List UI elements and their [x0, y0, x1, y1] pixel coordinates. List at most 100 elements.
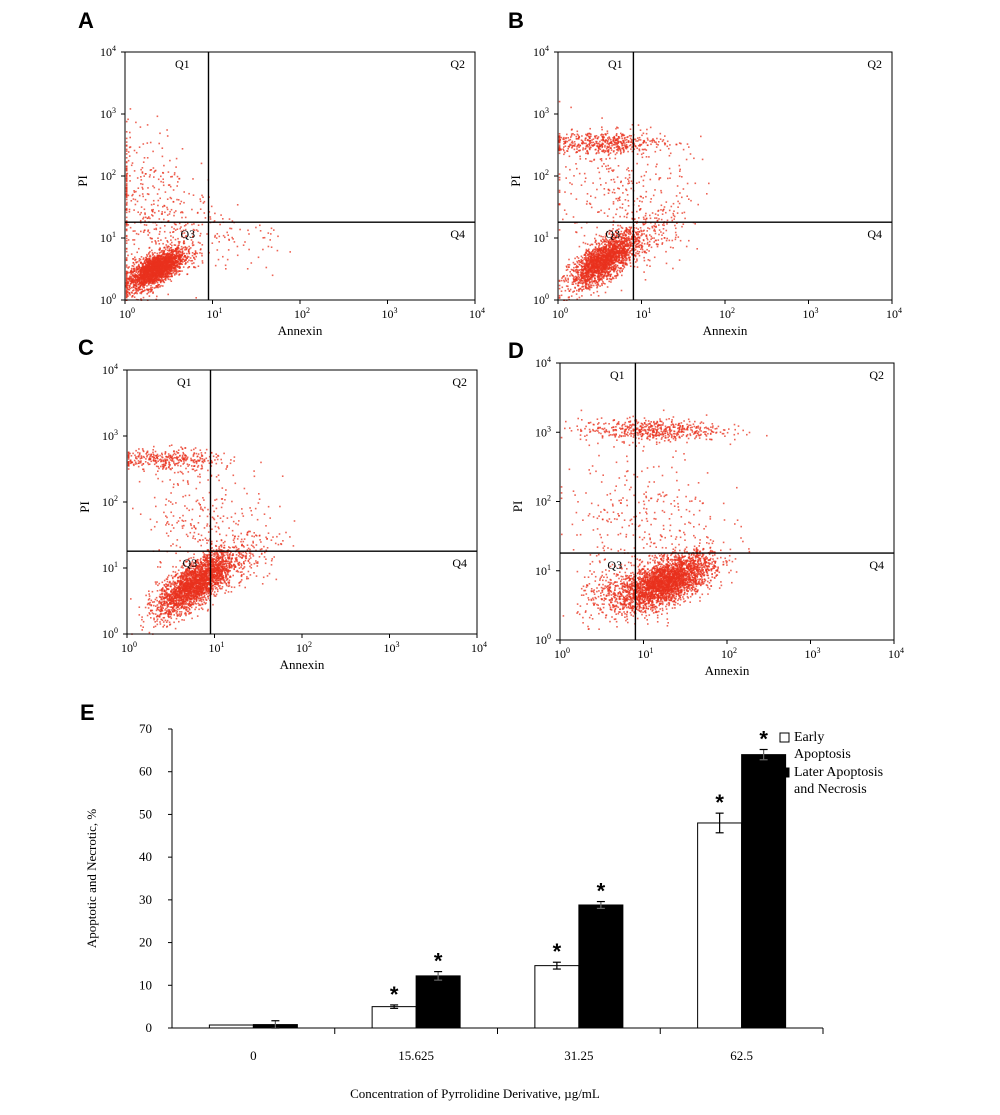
scatter-dot [167, 241, 169, 243]
scatter-dot [620, 233, 622, 235]
scatter-dot [616, 249, 618, 251]
scatter-dot [609, 275, 612, 277]
scatter-dot [149, 174, 151, 176]
scatter-dot [125, 157, 128, 159]
scatter-dot [607, 254, 610, 257]
scatter-dot [199, 235, 201, 237]
scatter-dot [159, 268, 161, 270]
scatter-dot [180, 254, 183, 257]
scatter-dot [167, 276, 169, 279]
scatter-dot [611, 246, 614, 248]
scatter-dot [161, 265, 163, 267]
scatter-dot [151, 258, 154, 261]
scatter-dot [146, 285, 148, 287]
scatter-dot [148, 176, 151, 178]
scatter-dot [170, 247, 172, 249]
scatter-dot [129, 287, 131, 290]
scatter-dot [590, 254, 593, 257]
scatter-dot [148, 261, 151, 263]
scatter-dot [159, 132, 161, 135]
scatter-dot [125, 223, 128, 226]
scatter-dot [614, 245, 616, 247]
scatter-dot [174, 223, 176, 226]
scatter-dot [591, 261, 594, 263]
scatter-dot [138, 265, 140, 268]
scatter-dot [140, 168, 142, 171]
scatter-dot [159, 256, 162, 259]
scatter-dot [566, 274, 568, 277]
scatter-dot [133, 276, 136, 278]
scatter-dot [602, 282, 605, 285]
scatter-dot [179, 241, 181, 243]
scatter-dot [607, 275, 609, 277]
scatter-dot [656, 245, 659, 248]
scatter-dot [186, 255, 189, 258]
scatter-dot [149, 250, 151, 253]
scatter-dot [155, 273, 158, 276]
scatter-dot [265, 266, 268, 269]
scatter-dot [593, 252, 596, 255]
scatter-dot [183, 232, 186, 234]
scatter-dot [162, 261, 164, 263]
scatter-dot [177, 258, 180, 260]
scatter-dot [233, 241, 236, 243]
scatter-dot [151, 263, 154, 265]
scatter-dot [600, 267, 603, 270]
scatter-dot [605, 255, 607, 257]
scatter-dot [194, 251, 197, 254]
scatter-dot [172, 266, 174, 268]
scatter-dot [139, 282, 142, 284]
scatter-dot [147, 230, 149, 233]
scatter-dot [161, 269, 164, 271]
scatter-dot [169, 185, 172, 188]
scatter-dot [156, 193, 159, 195]
scatter-dot [132, 265, 135, 268]
scatter-dot [133, 270, 136, 272]
scatter-dot [170, 249, 172, 252]
scatter-dot [594, 263, 597, 266]
scatter-dot [145, 280, 148, 282]
scatter-dot [610, 244, 613, 246]
scatter-dot [617, 247, 620, 249]
scatter-dot [173, 261, 175, 263]
scatter-dot [134, 280, 136, 283]
scatter-dot [151, 286, 154, 289]
scatter-dot [594, 241, 596, 243]
scatter-dot [146, 288, 148, 291]
scatter-dot [125, 237, 128, 240]
scatter-dot [613, 270, 615, 273]
scatter-dot [187, 266, 189, 269]
scatter-dot [170, 208, 173, 211]
scatter-dot [606, 267, 609, 270]
scatter-dot [125, 276, 128, 279]
scatter-dot [133, 239, 136, 241]
scatter-dot [587, 268, 590, 271]
scatter-dot [179, 251, 182, 254]
scatter-dot [581, 282, 584, 285]
scatter-dot [248, 248, 250, 251]
y-tick-label: 100 [100, 292, 116, 307]
scatter-dot [560, 279, 563, 282]
scatter-dot [148, 277, 151, 280]
scatter-dot [128, 208, 131, 211]
scatter-dot [612, 236, 615, 239]
scatter-dot [157, 258, 159, 260]
scatter-dot [574, 257, 576, 260]
scatter-dot [139, 268, 142, 271]
scatter-dot [621, 257, 624, 259]
scatter-dot [608, 266, 611, 268]
scatter-dot [602, 255, 605, 258]
scatter-dot [568, 258, 570, 261]
scatter-dot [592, 256, 594, 259]
scatter-dot [621, 233, 624, 235]
scatter-dot [136, 177, 139, 179]
scatter-dot [135, 291, 138, 293]
scatter-dot [614, 246, 616, 249]
scatter-dot [599, 272, 602, 274]
scatter-dot [583, 265, 585, 268]
scatter-dot [151, 269, 153, 272]
x-axis-label: Annexin [278, 323, 323, 338]
scatter-dot [584, 272, 587, 274]
scatter-dot [192, 228, 195, 231]
scatter-dot [127, 239, 130, 241]
